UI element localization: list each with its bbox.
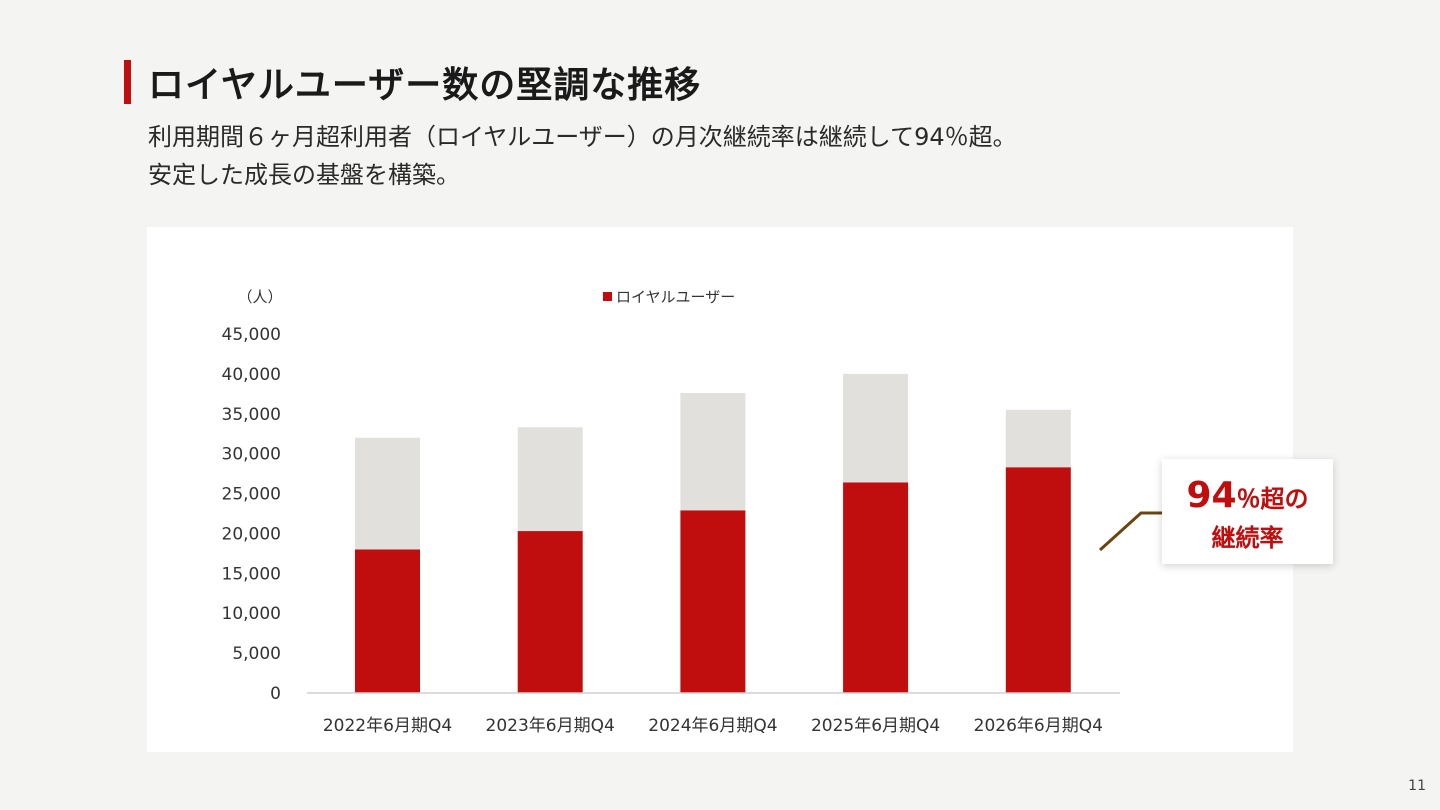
y-tick-label: 10,000 xyxy=(222,604,281,624)
y-tick-label: 35,000 xyxy=(222,405,281,425)
y-tick-label: 0 xyxy=(270,684,281,704)
bar-other-users xyxy=(355,437,420,550)
x-tick-label: 2022年6月期Q4 xyxy=(323,716,452,736)
callout-rate-suffix: ％超の xyxy=(1236,485,1309,513)
y-tick-label: 25,000 xyxy=(222,485,281,505)
legend-swatch-royal xyxy=(603,292,612,301)
callout-line-1: 94％超の xyxy=(1162,475,1333,516)
bar-royal-users xyxy=(843,482,909,693)
page-number: 11 xyxy=(1408,778,1426,794)
y-tick-label: 15,000 xyxy=(222,564,281,584)
y-tick-label: 40,000 xyxy=(222,365,281,385)
y-tick-label: 30,000 xyxy=(222,445,281,465)
bar-other-users xyxy=(843,373,909,483)
callout-line-2: 継続率 xyxy=(1211,524,1284,552)
x-tick-label: 2026年6月期Q4 xyxy=(974,716,1103,736)
callout-rate-value: 94 xyxy=(1186,475,1237,516)
bar-chart: 0 5,000 10,000 15,000 20,000 25,000 30,000 35,0… xyxy=(222,288,1162,736)
y-tick-label: 45,000 xyxy=(222,325,281,345)
page-title: ロイヤルユーザー数の堅調な推移 xyxy=(148,65,702,106)
bar-royal-users xyxy=(517,531,583,693)
bar-other-users xyxy=(517,427,583,532)
bar-royal-users xyxy=(1005,467,1071,693)
subtitle-line-2: 安定した成長の基盤を構築。 xyxy=(148,161,460,189)
x-tick-label: 2024年6月期Q4 xyxy=(648,716,777,736)
chart-card: 0 5,000 10,000 15,000 20,000 25,000 30,000 35,0… xyxy=(147,227,1293,752)
y-tick-label: 5,000 xyxy=(232,644,281,664)
x-tick-label: 2023年6月期Q4 xyxy=(486,716,615,736)
callout-connector-line xyxy=(1098,511,1162,552)
bar-royal-users xyxy=(355,549,420,693)
y-tick-label: 20,000 xyxy=(222,524,281,544)
y-unit-label: （人） xyxy=(237,288,282,306)
legend-label-royal: ロイヤルユーザー xyxy=(616,288,735,306)
retention-callout: 94％超の 継続率 xyxy=(1162,459,1333,564)
bar-other-users xyxy=(680,393,746,511)
subtitle-line-1: 利用期間６ヶ月超利用者（ロイヤルユーザー）の月次継続率は継続して94％超。 xyxy=(148,123,1017,151)
bar-other-users xyxy=(1005,409,1071,468)
subtitle: 利用期間６ヶ月超利用者（ロイヤルユーザー）の月次継続率は継続して94％超。 安定… xyxy=(148,118,1248,194)
bar-royal-users xyxy=(680,510,746,693)
title-accent-bar xyxy=(124,60,131,104)
x-tick-label: 2025年6月期Q4 xyxy=(811,716,940,736)
